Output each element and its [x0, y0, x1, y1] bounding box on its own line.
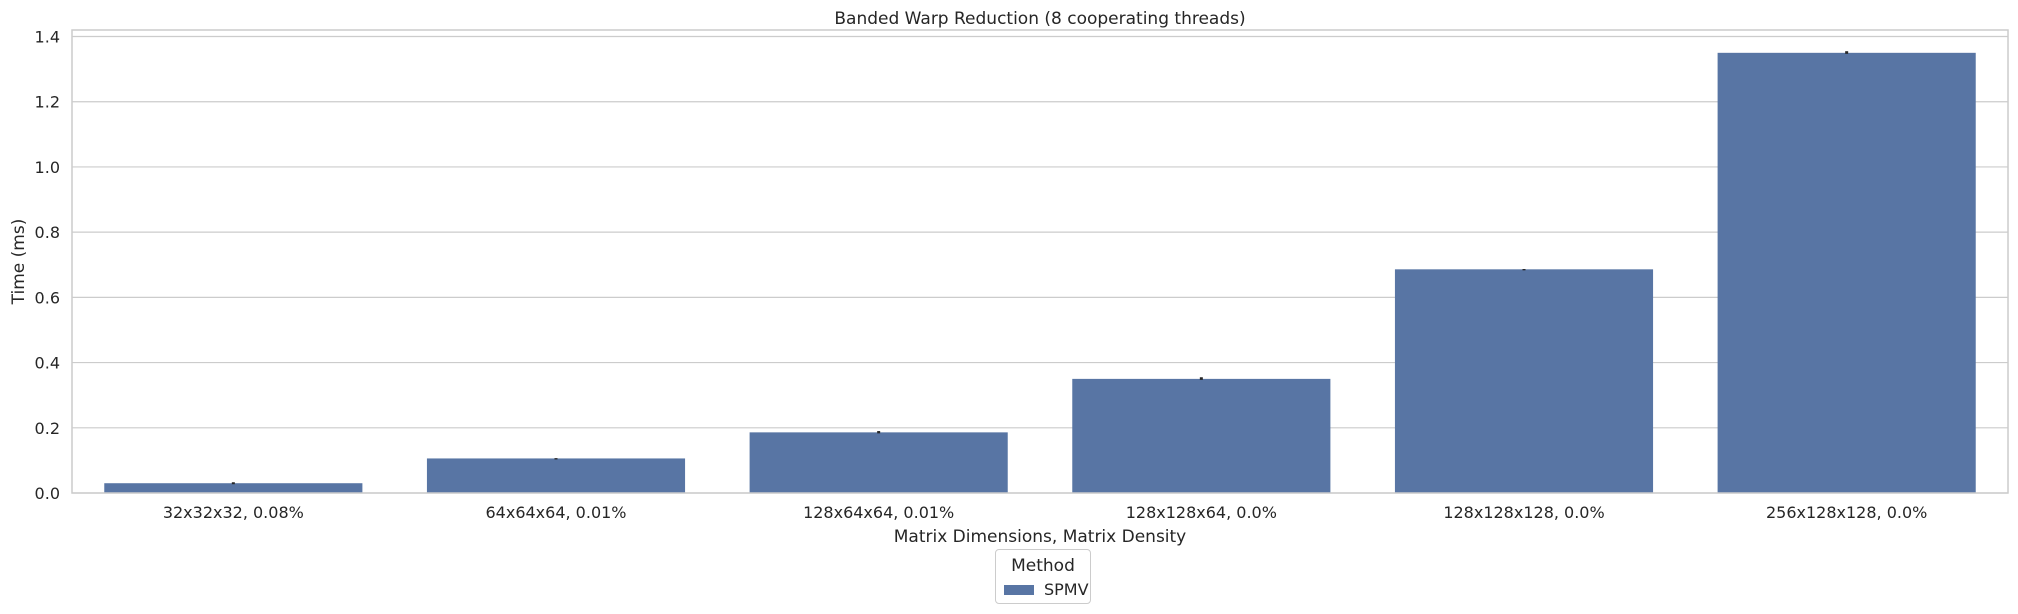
x-tick-labels: 32x32x32, 0.08% 64x64x64, 0.01% 128x64x64,… — [163, 503, 1928, 522]
x-axis-label: Matrix Dimensions, Matrix Density — [894, 527, 1187, 547]
bar — [426, 458, 686, 493]
bar — [749, 432, 1008, 493]
legend-label-spmv: SPMV — [1044, 580, 1089, 599]
x-tick-label: 256x128x128, 0.0% — [1766, 503, 1927, 522]
y-tick-label: 0.6 — [35, 288, 60, 307]
y-tick-label: 1.0 — [35, 158, 60, 177]
chart-title: Banded Warp Reduction (8 cooperating thr… — [834, 9, 1245, 29]
x-tick-label: 128x64x64, 0.01% — [803, 503, 954, 522]
bar — [1072, 378, 1331, 493]
plot-frame — [71, 29, 2009, 494]
x-tick-label: 128x128x64, 0.0% — [1126, 503, 1277, 522]
bars — [104, 52, 1976, 493]
y-tick-label: 1.4 — [35, 28, 60, 47]
bar — [104, 483, 363, 493]
bar — [1717, 52, 1976, 493]
legend-title: Method — [1011, 556, 1075, 576]
y-axis-label: Time (ms) — [9, 219, 29, 306]
x-tick-label: 128x128x128, 0.0% — [1443, 503, 1604, 522]
y-tick-labels: 0.0 0.2 0.4 0.6 0.8 1.0 1.2 1.4 — [35, 28, 60, 503]
grid-lines — [72, 35, 2008, 494]
legend: Method SPMV — [995, 549, 1091, 604]
y-tick-label: 0.4 — [35, 354, 60, 373]
error-bars — [231, 51, 1849, 485]
legend-swatch-spmv — [1004, 585, 1034, 595]
bar — [1394, 269, 1654, 493]
y-tick-label: 0.8 — [35, 223, 60, 242]
y-tick-label: 1.2 — [35, 93, 60, 112]
y-tick-label: 0.2 — [35, 419, 60, 438]
x-tick-label: 32x32x32, 0.08% — [163, 503, 304, 522]
y-tick-label: 0.0 — [35, 484, 60, 503]
x-tick-label: 64x64x64, 0.01% — [485, 503, 626, 522]
